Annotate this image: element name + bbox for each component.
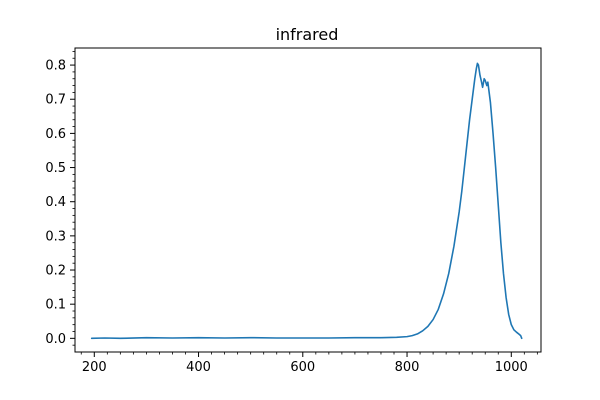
y-tick-label: 0.4 (45, 195, 66, 210)
chart-title: infrared (276, 25, 339, 44)
y-tick-label: 0.2 (45, 264, 66, 279)
series-line-0 (90, 62, 523, 340)
plot-area (90, 62, 523, 340)
y-tick-label: 0.3 (45, 229, 66, 244)
x-tick-label: 1000 (495, 360, 528, 375)
y-tick-label: 0.6 (45, 127, 66, 142)
plot-frame (74, 47, 542, 353)
x-tick-label: 200 (82, 360, 107, 375)
x-tick-label: 400 (186, 360, 211, 375)
axes-ticks: 200 400 600 800 1000 0.0 0.1 0.2 0.3 0.4 0.5 0.6 0.7… (45, 51, 538, 375)
y-tick-label: 0.0 (45, 332, 66, 347)
y-tick-label: 0.1 (45, 298, 66, 313)
y-tick-label: 0.7 (45, 93, 66, 108)
x-tick-label: 800 (395, 360, 420, 375)
y-tick-label: 0.5 (45, 161, 66, 176)
y-tick-label: 0.8 (45, 59, 66, 74)
x-tick-label: 600 (290, 360, 315, 375)
